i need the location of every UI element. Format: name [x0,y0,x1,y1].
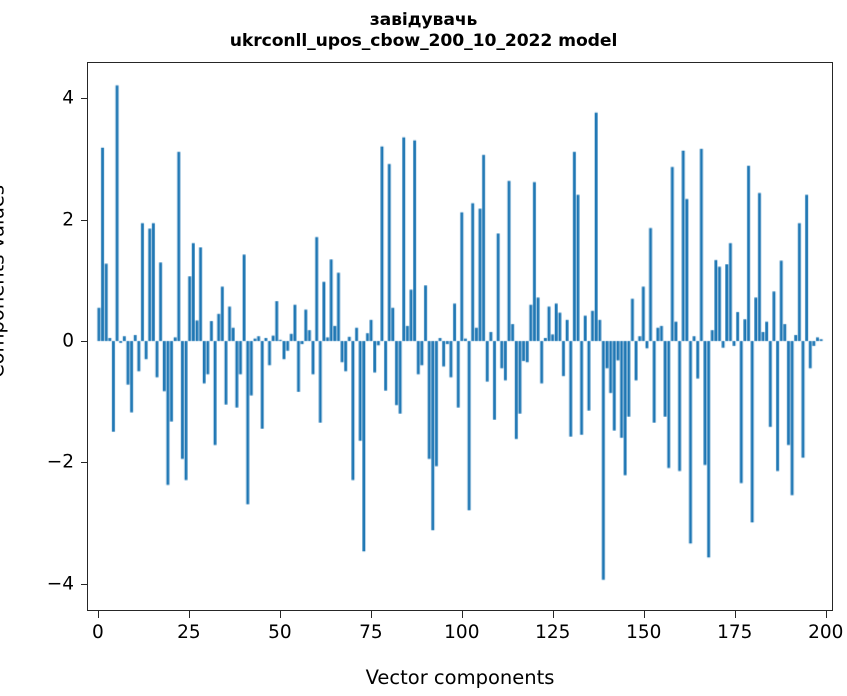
x-tick-label: 25 [177,622,201,643]
x-tick-label: 175 [717,622,753,643]
bar-series-canvas [88,63,832,610]
y-tick-label: 4 [62,87,74,109]
x-tick-mark [370,611,372,618]
x-tick-label: 125 [535,622,571,643]
y-tick-mark [80,98,87,100]
x-tick-mark [188,611,190,618]
x-tick-label: 75 [359,622,383,643]
y-tick-label: 0 [62,330,74,352]
x-tick-label: 150 [626,622,662,643]
x-tick-mark [825,611,827,618]
y-tick-label: −2 [46,451,74,473]
chart-title-line-1: завідувачь [369,10,478,30]
plot-axes [87,62,833,611]
chart-title: завідувачь ukrconll_upos_cbow_200_10_202… [0,10,847,52]
tick-layer: −4 −2 0 2 4 0 25 50 75 100 125 150 175 200 [47,62,844,643]
x-tick-mark [461,611,463,618]
y-tick-label: −4 [46,573,74,595]
y-tick-mark [80,219,87,221]
x-tick-mark [552,611,554,618]
x-axis-label: Vector components [365,666,555,689]
x-tick-label: 100 [444,622,480,643]
x-tick-label: 50 [268,622,292,643]
y-axis-label: Components values [0,185,9,378]
chart-title-line-2: ukrconll_upos_cbow_200_10_2022 model [229,30,618,51]
y-tick-mark [80,462,87,464]
x-tick-mark [279,611,281,618]
x-tick-label: 0 [92,622,104,643]
x-tick-mark [97,611,99,618]
y-tick-label: 2 [62,209,74,231]
x-tick-mark [734,611,736,618]
x-tick-label: 200 [808,622,844,643]
y-tick-mark [80,583,87,585]
x-tick-mark [643,611,645,618]
y-tick-mark [80,341,87,343]
